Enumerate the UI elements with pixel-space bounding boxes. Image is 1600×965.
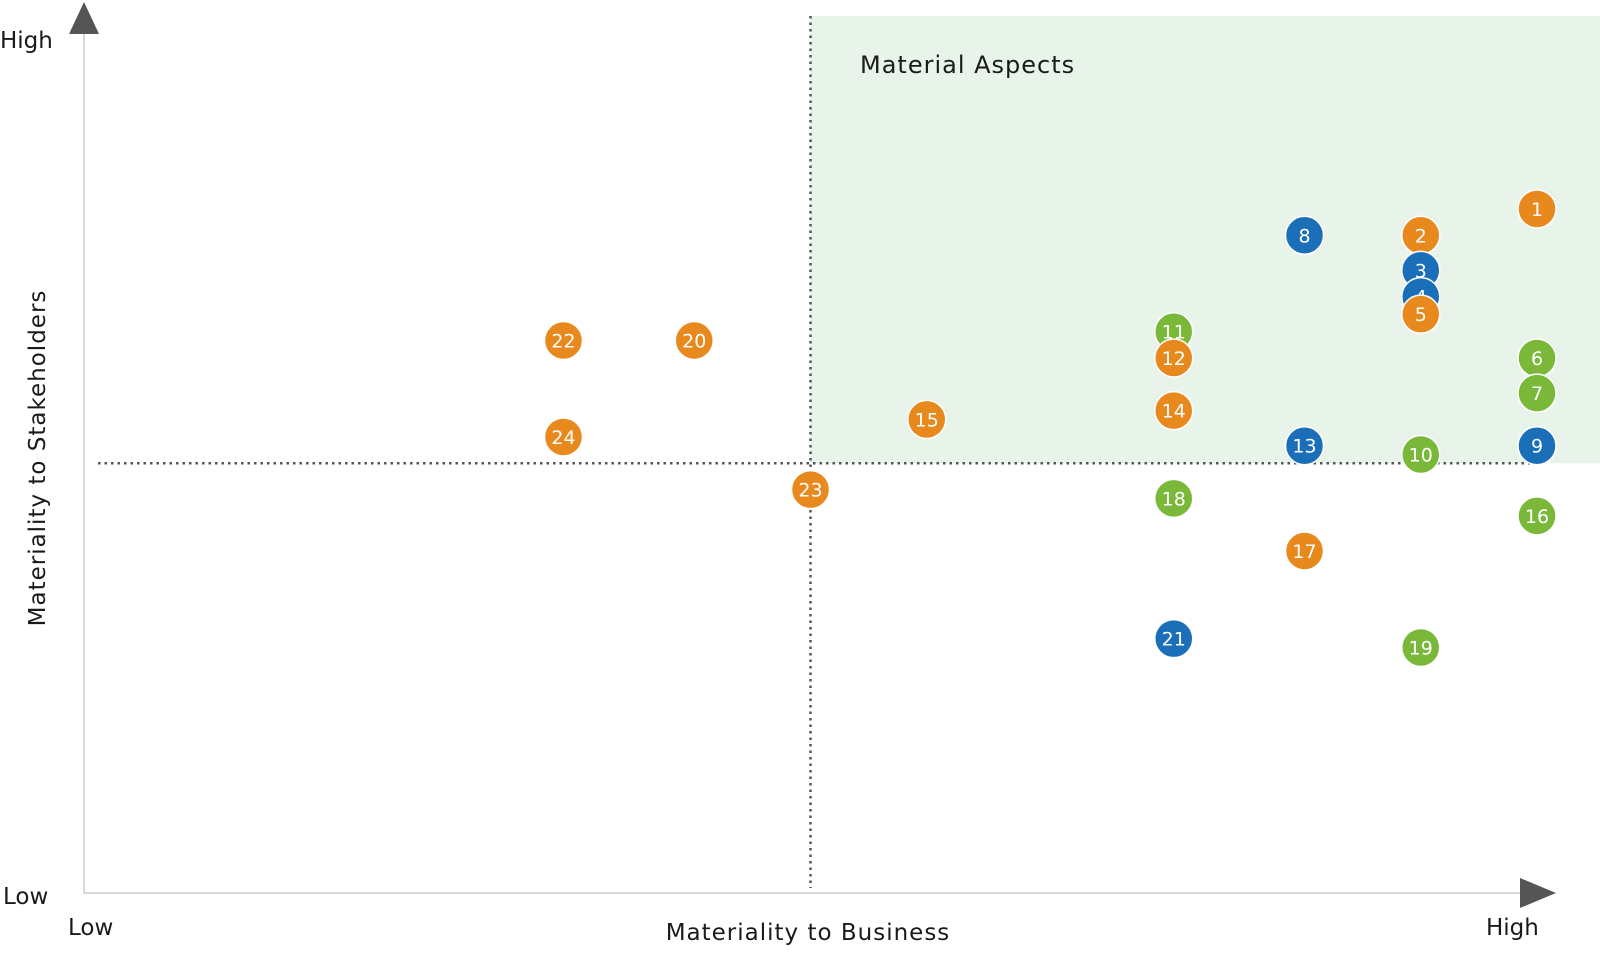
y-low-label: Low [3,884,48,910]
data-point-label: 15 [915,409,939,431]
data-point-label: 19 [1409,637,1433,659]
data-point-5: 5 [1401,294,1441,334]
data-point-marker [1401,434,1441,475]
x-high-label: High [1486,915,1539,941]
data-point-24: 24 [543,417,584,457]
data-point-16: 16 [1517,496,1557,536]
data-point-1: 1 [1517,189,1557,229]
data-point-label: 8 [1298,225,1310,247]
data-point-label: 20 [682,330,706,352]
data-point-marker [1517,425,1557,466]
data-point-marker [1284,425,1325,466]
data-point-marker [1517,373,1557,413]
material-aspects-region [810,16,1600,464]
data-point-label: 5 [1415,304,1427,326]
data-point-marker [1154,338,1194,378]
data-point-marker [1154,618,1194,659]
data-point-22: 22 [543,320,584,361]
data-point-label: 16 [1525,506,1549,528]
data-point-label: 13 [1292,436,1316,458]
data-point-marker [790,469,831,510]
data-point-label: 24 [551,427,575,449]
y-axis-title: Materiality to Stakeholders [25,290,51,627]
data-point-label: 12 [1162,348,1186,370]
data-point-label: 3 [1415,260,1427,282]
x-axis-title: Materiality to Business [666,920,951,946]
data-point-21: 21 [1154,618,1194,659]
material-aspects-label: Material Aspects [860,51,1075,79]
data-point-marker [674,320,715,361]
data-point-6: 6 [1517,338,1557,378]
data-point-marker [1401,294,1441,334]
data-point-label: 1 [1531,199,1543,221]
data-point-12: 12 [1154,338,1194,378]
y-axis-arrow-icon [69,2,99,34]
data-point-17: 17 [1284,531,1325,571]
data-point-7: 7 [1517,373,1557,413]
data-point-marker [543,417,584,457]
data-point-label: 11 [1162,322,1186,344]
data-point-label: 9 [1531,436,1543,458]
data-point-marker [1517,496,1557,536]
data-point-label: 21 [1162,629,1186,651]
data-point-marker [1154,478,1194,519]
data-point-marker [543,320,584,361]
data-point-23: 23 [790,469,831,510]
data-point-marker [1517,189,1557,229]
data-point-marker [1284,215,1325,255]
x-axis-arrow-icon [1520,878,1556,908]
data-point-label: 10 [1409,445,1433,467]
data-point-20: 20 [674,320,715,361]
data-point-18: 18 [1154,478,1194,519]
data-point-label: 14 [1162,401,1186,423]
data-point-2: 2 [1401,215,1441,255]
x-low-label: Low [68,915,113,941]
data-point-15: 15 [906,399,947,440]
data-point-marker [1284,531,1325,571]
data-point-10: 10 [1401,434,1441,475]
data-point-label: 2 [1415,225,1427,247]
data-point-marker [1154,390,1194,431]
y-high-label: High [0,28,53,54]
data-point-label: 7 [1531,383,1543,405]
data-point-9: 9 [1517,425,1557,466]
data-point-label: 6 [1531,348,1543,370]
data-point-label: 22 [551,330,575,352]
data-point-marker [906,399,947,440]
data-point-13: 13 [1284,425,1325,466]
data-point-8: 8 [1284,215,1325,255]
data-points: 123456789101112131415161718192021222324 [543,189,1557,668]
data-point-marker [1401,627,1441,668]
data-point-label: 17 [1292,541,1316,563]
data-point-14: 14 [1154,390,1194,431]
data-point-label: 23 [798,480,822,502]
data-point-19: 19 [1401,627,1441,668]
data-point-label: 18 [1162,488,1186,510]
